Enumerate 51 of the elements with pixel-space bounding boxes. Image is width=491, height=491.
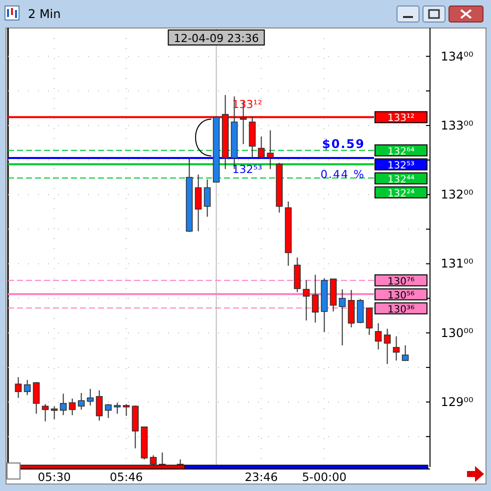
candlestick <box>60 393 67 416</box>
annotation: 132⁵³ <box>232 162 262 176</box>
candlestick <box>42 404 49 422</box>
ref-line-label: 133¹² <box>387 113 415 124</box>
candlestick <box>312 274 319 324</box>
candlestick <box>122 404 130 416</box>
x-tick-label: 05:30 <box>38 470 71 484</box>
candlestick <box>86 388 94 406</box>
ref-line-label: 132⁶⁴ <box>387 146 415 158</box>
candlestick <box>348 290 355 328</box>
candlestick <box>50 406 58 420</box>
candlestick <box>68 398 76 416</box>
ref-line-label: 130³⁶ <box>387 304 415 316</box>
y-tick-label: 132⁰⁰ <box>440 188 474 202</box>
chart-title: 2 Min <box>28 7 61 21</box>
candlestick <box>402 344 409 362</box>
candlestick <box>32 381 40 414</box>
candlestick <box>14 376 22 398</box>
candlestick <box>104 404 112 418</box>
y-tick-label: 130⁰⁰ <box>440 326 474 340</box>
candlestick <box>338 288 346 346</box>
candlestick <box>366 307 373 336</box>
candlestick <box>114 402 121 414</box>
candlestick <box>96 390 103 422</box>
candlestick <box>266 130 274 170</box>
y-tick-label: 134⁰⁰ <box>440 49 474 64</box>
candlestick <box>392 336 400 362</box>
y-tick-label: 131⁰⁰ <box>440 256 474 271</box>
candlestick <box>204 178 211 218</box>
ref-line-label: 132⁵³ <box>387 160 415 172</box>
candlestick <box>302 280 310 321</box>
ref-line-label: 130⁵⁶ <box>387 290 415 302</box>
y-tick-label: 133⁰⁰ <box>440 118 474 132</box>
ref-line-label: 132⁴⁴ <box>387 174 415 186</box>
candlestick <box>384 328 391 364</box>
candlestick <box>374 322 382 350</box>
candlestick <box>24 379 31 396</box>
ref-line-label: 132²⁴ <box>387 188 415 200</box>
candlestick <box>294 257 301 293</box>
x-tick-label: 23:46 <box>244 470 278 484</box>
candlestick <box>194 174 202 232</box>
annotation: 0.44 % <box>320 168 365 181</box>
annotation: $0.59 <box>322 137 365 151</box>
candlestick <box>356 298 364 324</box>
candlestick <box>78 392 85 410</box>
ref-line-label: 130⁷⁶ <box>387 276 415 288</box>
y-tick-label: 129⁰⁰ <box>440 395 474 410</box>
x-tick-label: 05:46 <box>110 470 143 484</box>
candlestick <box>258 136 265 158</box>
x-tick-label: 5-00:00 <box>302 470 347 484</box>
x-tick-label: 12-04-09 23:36 <box>174 32 259 45</box>
